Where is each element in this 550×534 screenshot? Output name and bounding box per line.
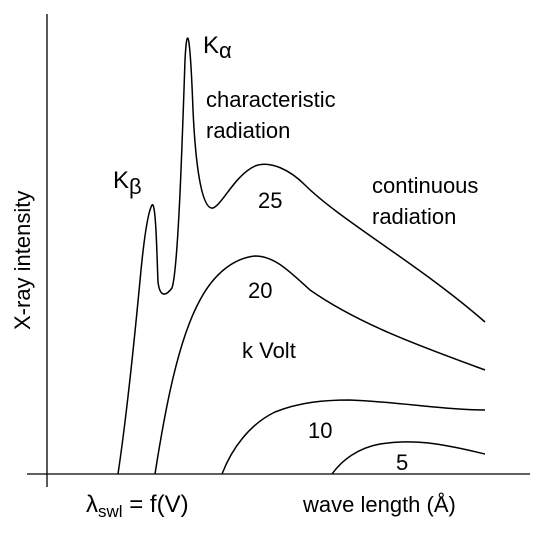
swl-lambda: λ — [86, 491, 98, 518]
voltage-label-25: 25 — [258, 188, 282, 213]
y-axis-label: X-ray intensity — [10, 191, 35, 330]
swl-rest: = f(V) — [123, 491, 189, 518]
x-axis-label: wave length (Å) — [302, 492, 456, 517]
voltage-label-20: 20 — [248, 278, 272, 303]
k-beta-label: Kβ — [113, 167, 142, 199]
k-beta-sub: β — [129, 174, 142, 199]
k-beta-main: K — [113, 167, 129, 194]
k-alpha-label: Kα — [203, 32, 232, 63]
characteristic-label-line1: characteristic — [206, 87, 336, 112]
k-alpha-sub: α — [219, 38, 232, 63]
voltage-label-5: 5 — [396, 450, 408, 475]
swl-label: λswl = f(V) — [86, 491, 189, 521]
continuous-label-line1: continuous — [372, 173, 478, 198]
characteristic-label-line2: radiation — [206, 118, 290, 143]
k-alpha-main: K — [203, 32, 219, 59]
voltage-label-10: 10 — [308, 418, 332, 443]
continuous-label-line2: radiation — [372, 204, 456, 229]
curve-5kv — [331, 441, 486, 475]
unit-label: k Volt — [242, 338, 296, 363]
swl-subscript: swl — [98, 502, 123, 521]
curve-10kv — [221, 399, 486, 475]
curve-25kv — [117, 37, 486, 475]
curve-20kv — [154, 255, 486, 475]
